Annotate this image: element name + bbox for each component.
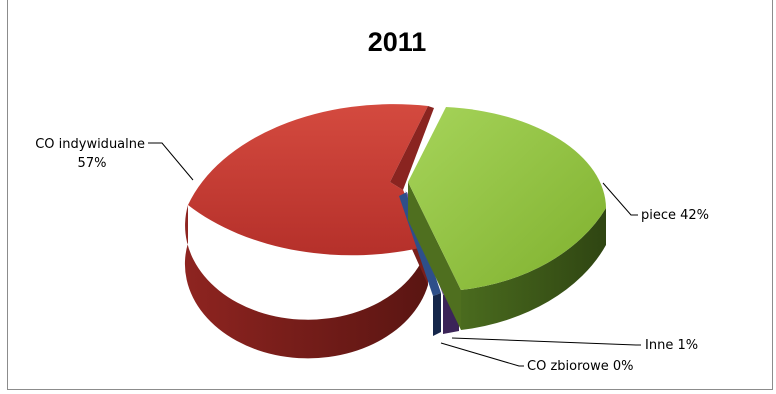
slice-cut-piece	[408, 182, 461, 330]
slice-edge-co-indywidualne	[390, 106, 434, 190]
slice-side-piece	[461, 208, 606, 330]
slice-top-co-indywidualne	[188, 104, 428, 256]
label-co-indywidualne: CO indywidualne	[35, 137, 145, 152]
label-piece: piece 42%	[641, 208, 709, 223]
label-co-indywidualne-pct: 57%	[78, 156, 107, 171]
pie-slice-co-indywidualne	[184, 104, 434, 359]
slice-side-co-zbiorowe	[433, 293, 441, 336]
leader-line-piece	[602, 182, 638, 216]
label-co-zbiorowe: CO zbiorowe 0%	[527, 359, 633, 374]
leader-line-co-indywidualne	[148, 142, 194, 181]
slice-top-piece	[408, 107, 606, 290]
leader-line-inne	[451, 337, 641, 346]
slice-side-co-indywidualne	[184, 205, 428, 359]
leader-line-co-zbiorowe	[440, 342, 524, 367]
pie-slice-piece	[408, 107, 606, 330]
chart-title: 2011	[368, 27, 427, 57]
label-inne: Inne 1%	[645, 338, 698, 353]
